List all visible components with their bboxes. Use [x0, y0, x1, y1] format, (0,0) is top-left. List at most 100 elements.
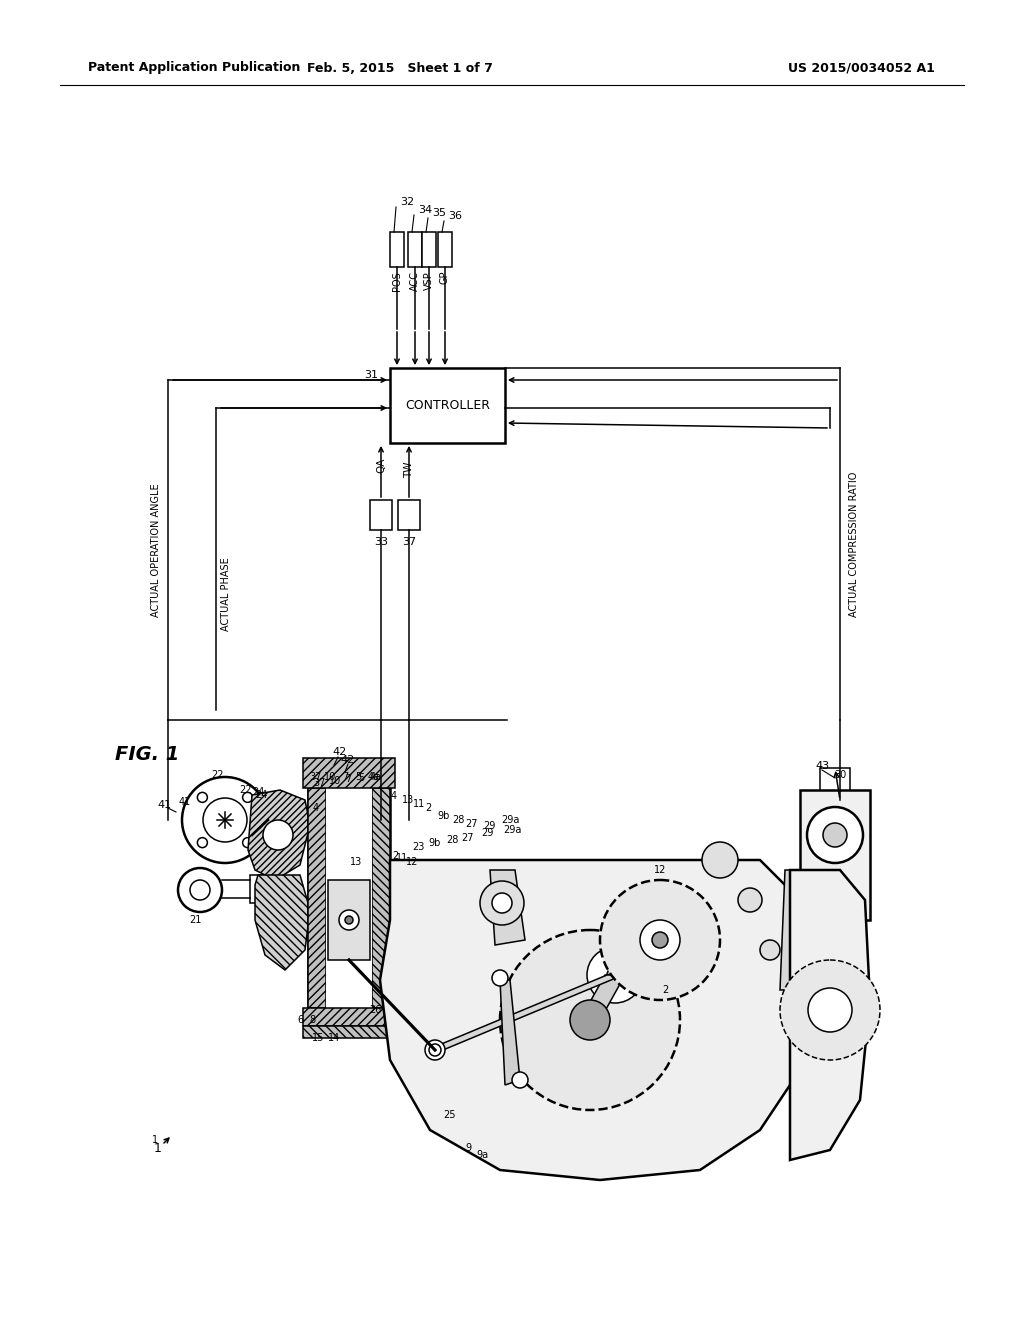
Text: 1: 1 [154, 1142, 162, 1155]
Text: 30: 30 [834, 770, 846, 780]
Circle shape [738, 888, 762, 912]
Text: 2: 2 [425, 803, 431, 813]
Text: 33: 33 [374, 537, 388, 546]
Bar [303, 1008, 395, 1026]
Text: 26: 26 [369, 1005, 381, 1015]
Text: 37: 37 [310, 772, 323, 781]
Bar [303, 758, 395, 788]
Text: 41: 41 [157, 800, 171, 810]
Polygon shape [255, 875, 310, 970]
Text: 31: 31 [364, 370, 378, 380]
Text: 11: 11 [413, 799, 425, 809]
Text: ACTUAL OPERATION ANGLE: ACTUAL OPERATION ANGLE [151, 483, 161, 616]
Text: ACTUAL COMPRESSION RATIO: ACTUAL COMPRESSION RATIO [849, 471, 859, 616]
Bar [308, 788, 390, 1008]
Text: 37: 37 [402, 537, 416, 546]
Text: 32: 32 [400, 197, 414, 207]
Text: 10: 10 [324, 772, 336, 781]
Text: 12: 12 [653, 865, 667, 875]
Circle shape [345, 916, 353, 924]
Text: 10: 10 [329, 776, 341, 785]
Text: 29a: 29a [503, 825, 521, 836]
Text: 4: 4 [313, 803, 319, 813]
Text: 22: 22 [212, 770, 224, 780]
Circle shape [500, 931, 680, 1110]
Text: 34: 34 [418, 205, 432, 215]
Polygon shape [490, 870, 525, 945]
Text: 6: 6 [297, 1015, 303, 1026]
Bar [820, 768, 850, 789]
Text: QA: QA [376, 457, 386, 473]
Bar [438, 232, 452, 267]
Text: 5: 5 [357, 774, 365, 783]
Polygon shape [380, 861, 820, 1180]
Circle shape [823, 822, 847, 847]
Bar [408, 232, 422, 267]
Text: 29: 29 [482, 821, 496, 832]
Text: POS: POS [392, 271, 402, 290]
Text: 15: 15 [312, 1034, 325, 1043]
Text: 4a: 4a [368, 772, 380, 781]
Text: 8: 8 [309, 1015, 315, 1026]
Text: 13: 13 [350, 857, 362, 867]
Text: 9a: 9a [476, 1150, 488, 1160]
Text: 23: 23 [412, 842, 424, 851]
Circle shape [425, 1040, 445, 1060]
Text: Feb. 5, 2015   Sheet 1 of 7: Feb. 5, 2015 Sheet 1 of 7 [307, 62, 493, 74]
Text: 21: 21 [188, 915, 201, 925]
Text: 28: 28 [445, 836, 458, 845]
Text: 35: 35 [432, 209, 446, 218]
Bar [250, 875, 268, 903]
Text: TW: TW [404, 462, 414, 478]
Text: 1: 1 [152, 1135, 158, 1144]
Circle shape [607, 968, 623, 983]
Polygon shape [780, 870, 800, 990]
Text: 11: 11 [396, 853, 409, 863]
Text: Patent Application Publication: Patent Application Publication [88, 62, 300, 74]
Bar [370, 500, 392, 531]
Circle shape [263, 820, 293, 850]
Circle shape [429, 1044, 441, 1056]
Text: 42: 42 [333, 747, 347, 756]
Bar [326, 788, 372, 1008]
Text: 2: 2 [392, 851, 398, 861]
Text: CONTROLLER: CONTROLLER [406, 399, 490, 412]
Text: 42: 42 [341, 755, 355, 766]
Text: VSP: VSP [424, 271, 434, 290]
Bar [308, 788, 326, 1008]
Circle shape [480, 880, 524, 925]
Text: 9: 9 [465, 1143, 471, 1152]
Circle shape [587, 946, 643, 1003]
Circle shape [512, 1072, 528, 1088]
Bar [800, 789, 870, 920]
Text: 12: 12 [406, 857, 418, 867]
Circle shape [339, 909, 359, 931]
Polygon shape [248, 789, 310, 880]
Circle shape [492, 894, 512, 913]
Text: 29: 29 [481, 828, 494, 838]
Bar [390, 368, 505, 444]
Bar [390, 232, 404, 267]
Text: FIG. 1: FIG. 1 [115, 746, 179, 764]
Text: 4a: 4a [370, 772, 382, 781]
Polygon shape [500, 979, 520, 1085]
Text: 22: 22 [239, 785, 251, 795]
Bar [372, 788, 390, 1008]
Text: 27: 27 [462, 833, 474, 843]
Text: US 2015/0034052 A1: US 2015/0034052 A1 [788, 62, 935, 74]
Polygon shape [427, 975, 623, 1049]
Text: 7: 7 [342, 772, 348, 781]
Polygon shape [580, 975, 625, 1020]
Circle shape [807, 807, 863, 863]
Text: 24: 24 [252, 787, 264, 797]
Text: 36: 36 [449, 211, 462, 220]
Polygon shape [790, 870, 870, 1160]
Text: GP: GP [440, 271, 450, 285]
Circle shape [780, 960, 880, 1060]
Text: ACC: ACC [410, 271, 420, 290]
Circle shape [808, 987, 852, 1032]
Text: 27: 27 [466, 818, 478, 829]
Text: 7: 7 [345, 774, 351, 784]
Text: 2: 2 [662, 985, 668, 995]
Text: ACTUAL PHASE: ACTUAL PHASE [221, 557, 231, 631]
